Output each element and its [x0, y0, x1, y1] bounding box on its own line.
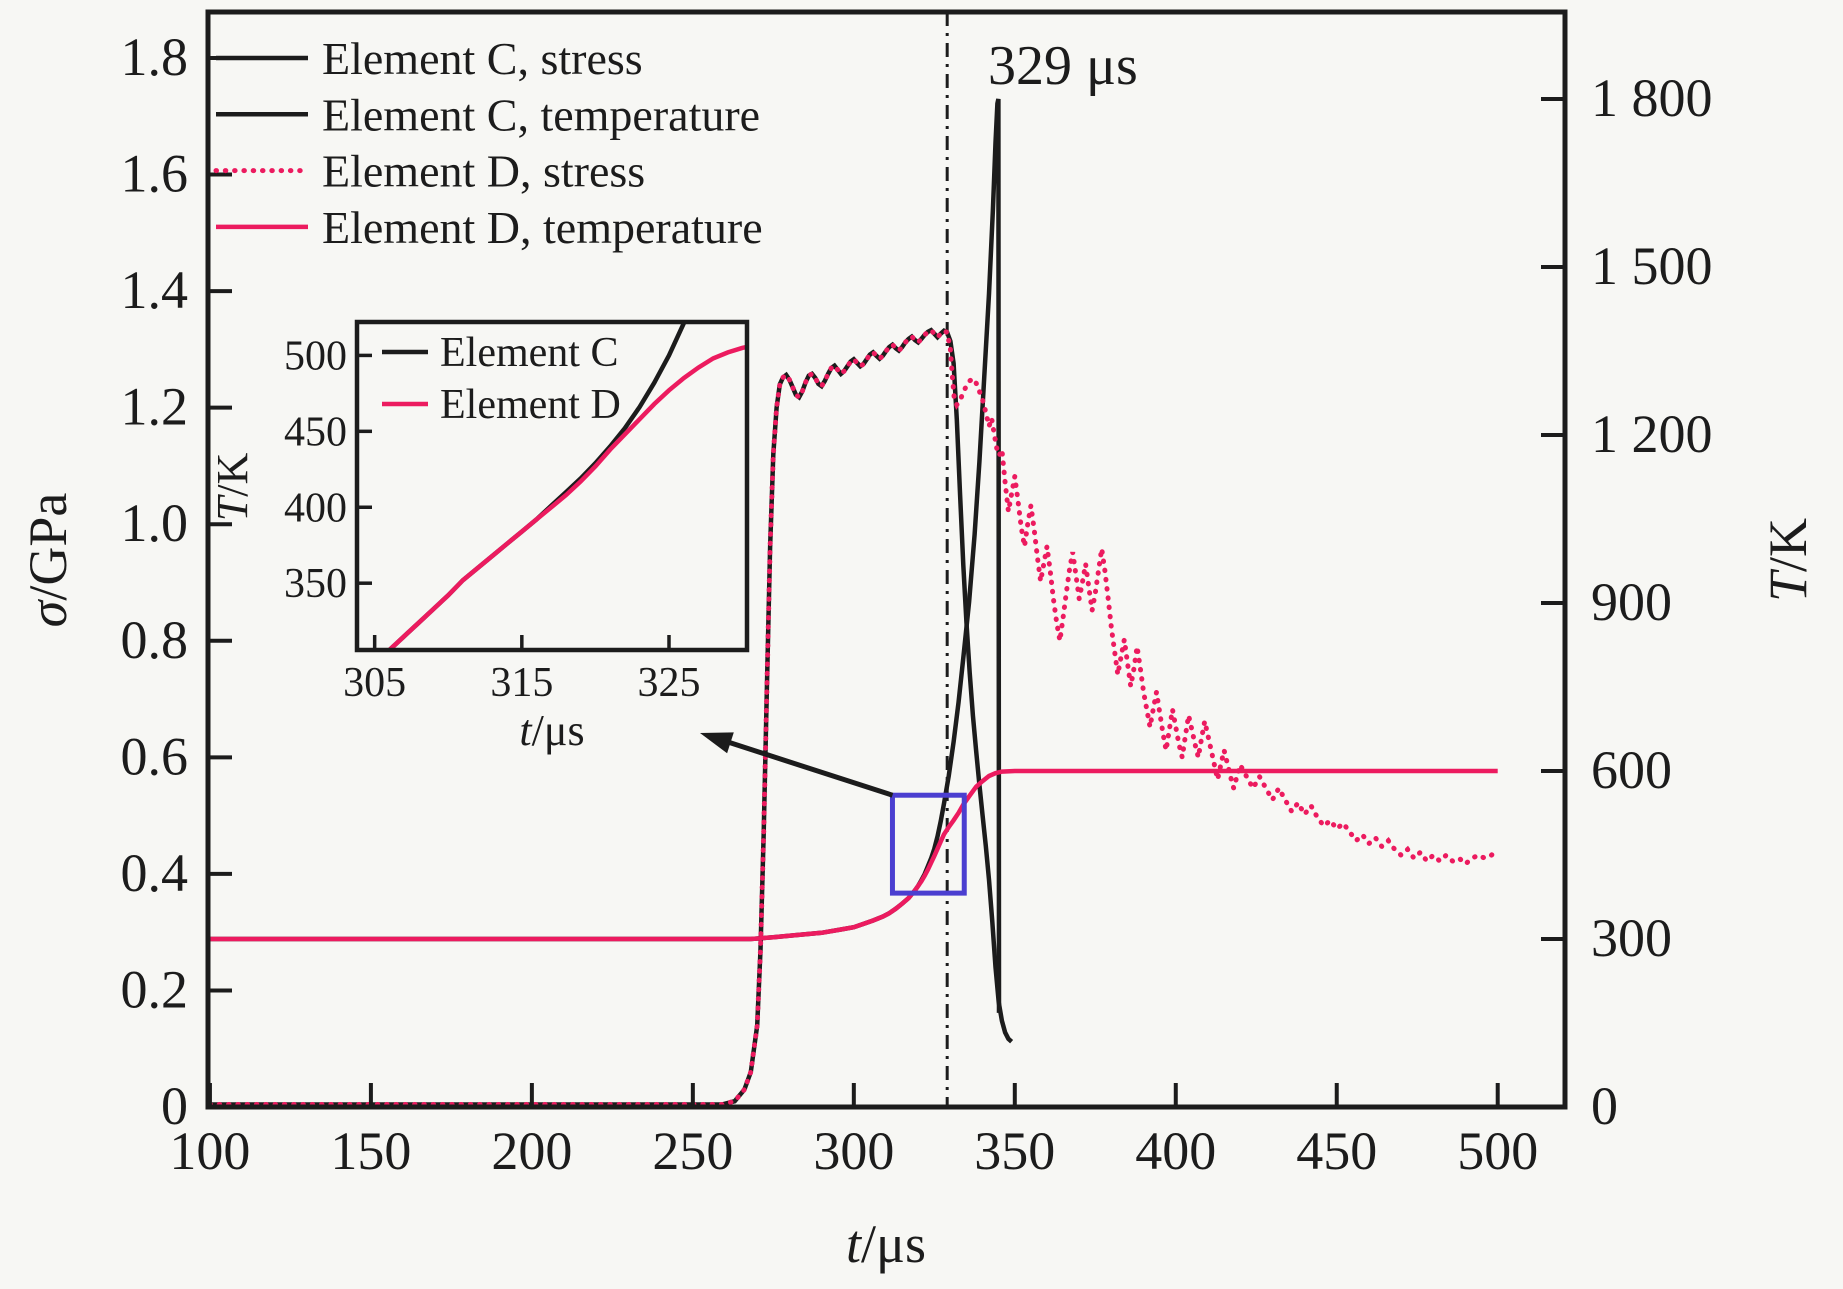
series-3	[209, 768, 1498, 942]
inset-x-axis-title: t/μs	[519, 706, 584, 755]
right-tick-label: 900	[1591, 572, 1672, 632]
inset-y-tick-label: 450	[284, 409, 347, 455]
inset-series	[386, 322, 747, 650]
x-axis-title: t/μs	[846, 1214, 926, 1274]
inset-pointer-arrow	[700, 732, 894, 798]
x-tick-label: 200	[491, 1121, 572, 1181]
inset-x-tick-label: 325	[638, 660, 701, 706]
left-tick-label: 0	[161, 1076, 188, 1136]
inset-y-tick-label: 400	[284, 485, 347, 531]
inset-x-tick-label: 305	[343, 660, 406, 706]
inset-legend-label-1: Element D	[440, 382, 621, 428]
x-tick-label: 350	[974, 1121, 1055, 1181]
series-2	[208, 327, 1501, 1107]
annotation-329us: 329 μs	[988, 35, 1138, 97]
inset-frame	[354, 319, 750, 653]
right-tick-label: 0	[1591, 1076, 1618, 1136]
arrow-head	[700, 732, 734, 754]
inset-x-tick-label: 315	[490, 660, 553, 706]
x-tick-label: 100	[169, 1121, 250, 1181]
inset-y-tick-label: 350	[284, 561, 347, 607]
right-tick-label: 300	[1591, 908, 1672, 968]
axis-tick-labels: 100 150 200 250 300 350 400 450 500 0 0.2 0.4 0.6 0.8…	[121, 27, 1713, 1181]
left-tick-label: 1.8	[121, 27, 189, 87]
zoom-box-rect	[889, 792, 967, 896]
right-tick-label: 1 200	[1591, 404, 1713, 464]
right-axis-title: T/K	[1758, 518, 1818, 602]
inset-legend-label-0: Element C	[440, 330, 618, 376]
left-tick-label: 1.4	[121, 260, 189, 320]
right-tick-label: 1 800	[1591, 68, 1713, 128]
legend-label-1: Element C, temperature	[322, 89, 760, 140]
frame-rect	[205, 9, 1568, 1110]
inset-y-axis-title: T/K	[208, 453, 257, 522]
right-tick-label: 1 500	[1591, 236, 1713, 296]
legend-label-3: Element D, temperature	[322, 202, 763, 253]
zoom-region-box	[889, 792, 967, 896]
inset-series-1	[386, 344, 747, 650]
plot-frame	[205, 9, 1568, 1110]
series-curves	[208, 98, 1501, 1107]
x-tick-label: 500	[1457, 1121, 1538, 1181]
left-axis-title: σ/GPa	[18, 493, 78, 628]
left-tick-label: 1.6	[121, 144, 189, 204]
x-tick-label: 250	[652, 1121, 733, 1181]
left-tick-label: 1.0	[121, 493, 189, 553]
legend-label-0: Element C, stress	[322, 33, 643, 84]
left-tick-label: 0.8	[121, 610, 189, 670]
x-tick-label: 450	[1296, 1121, 1377, 1181]
x-tick-label: 400	[1135, 1121, 1216, 1181]
legend-label-2: Element D, stress	[322, 146, 645, 197]
x-tick-label: 150	[330, 1121, 411, 1181]
right-tick-label: 600	[1591, 740, 1672, 800]
inset-y-tick-label: 500	[284, 333, 347, 379]
arrow-line	[716, 736, 894, 798]
x-tick-label: 300	[813, 1121, 894, 1181]
inset-plot: 305 315 325 350 400 450 500 Element C Element D	[284, 319, 750, 706]
left-tick-label: 1.2	[121, 377, 189, 437]
left-tick-label: 0.6	[121, 726, 189, 786]
left-tick-label: 0.2	[121, 959, 189, 1019]
left-tick-label: 0.4	[121, 843, 189, 903]
